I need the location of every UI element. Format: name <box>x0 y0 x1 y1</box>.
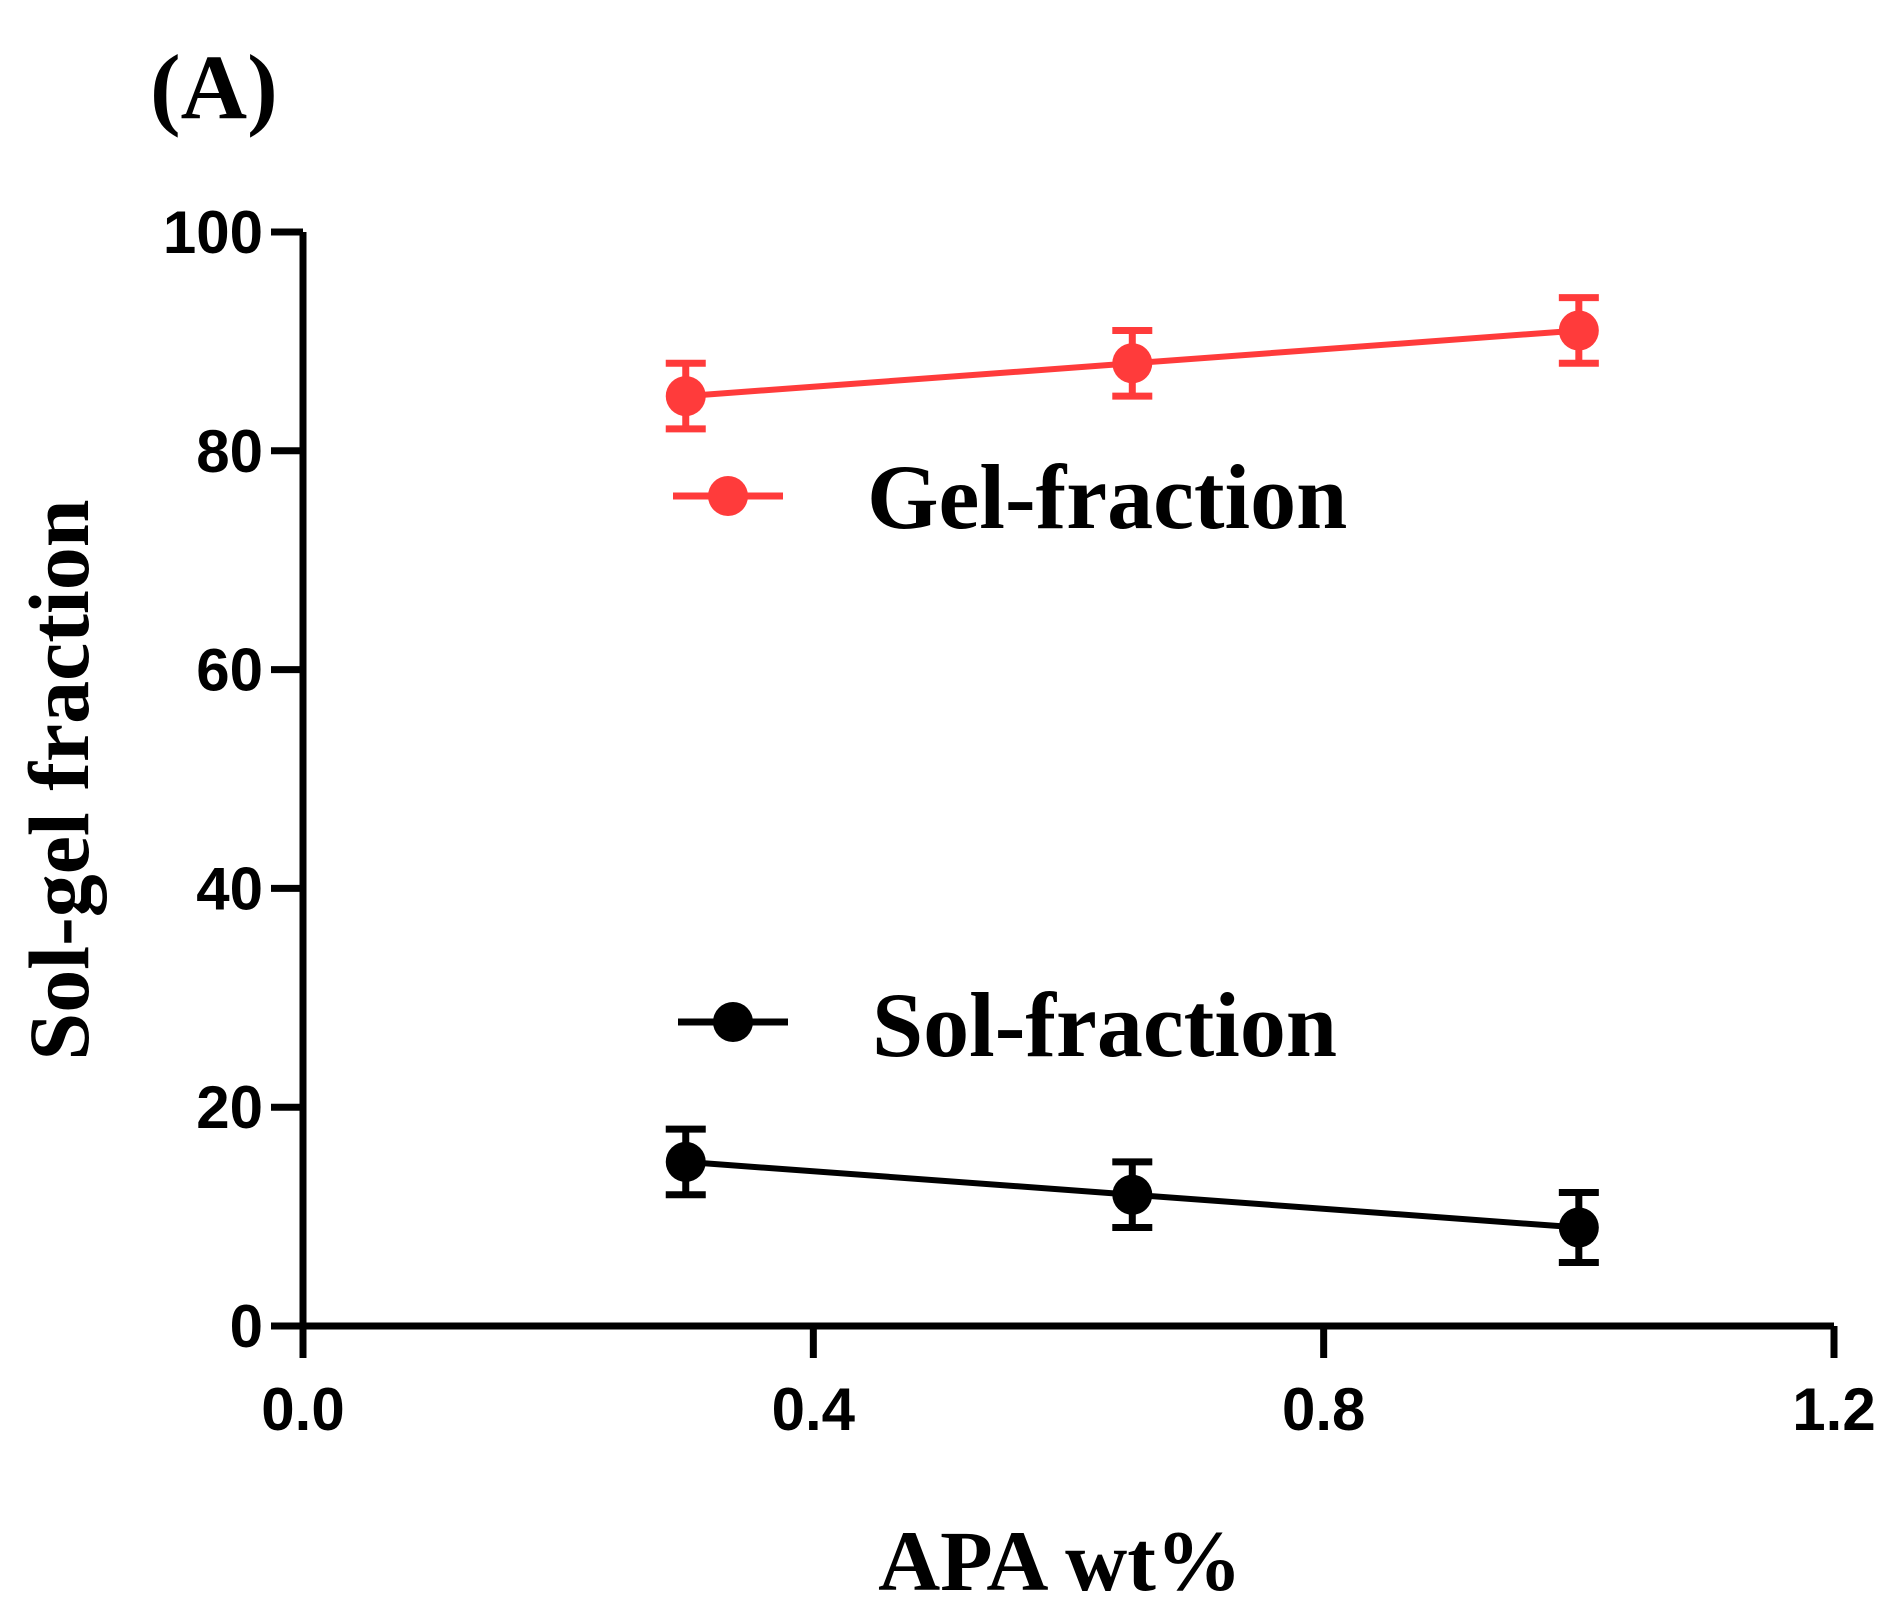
series-gel-fraction <box>665 294 1599 433</box>
series-sol-fraction <box>665 1125 1599 1267</box>
panel-label: (A) <box>150 36 278 138</box>
legend-item-sol-fraction: Sol-fraction <box>678 974 1337 1076</box>
x-axis-label: APA wt% <box>878 1513 1242 1608</box>
data-point-sol-fraction-2 <box>1558 1207 1599 1248</box>
series-layer <box>665 294 1599 1267</box>
data-point-sol-fraction-1 <box>1112 1174 1153 1215</box>
data-point-gel-fraction-1 <box>1112 343 1153 384</box>
legend-gel-label: Gel-fraction <box>867 446 1347 548</box>
y-tick-label-80: 80 <box>196 418 263 485</box>
legend-sol-label: Sol-fraction <box>872 974 1337 1076</box>
legend-gel-marker <box>708 476 748 516</box>
data-point-gel-fraction-2 <box>1558 310 1599 351</box>
y-tick-label-20: 20 <box>196 1074 263 1141</box>
legend-sol-marker <box>713 1002 753 1042</box>
y-tick-label-100: 100 <box>163 199 263 266</box>
x-ticks: 0.0 0.4 0.8 1.2 <box>261 1326 1876 1443</box>
legend: Gel-fraction Sol-fraction <box>673 446 1347 1076</box>
y-tick-label-40: 40 <box>196 855 263 922</box>
legend-item-gel-fraction: Gel-fraction <box>673 446 1347 548</box>
x-tick-label-0-4: 0.4 <box>772 1376 856 1443</box>
y-ticks: 0 20 40 60 80 100 <box>163 199 303 1360</box>
y-axis-label: Sol-gel fraction <box>11 499 107 1060</box>
axes <box>299 232 1834 1330</box>
y-tick-label-0: 0 <box>230 1293 263 1360</box>
x-tick-label-1-2: 1.2 <box>1792 1376 1875 1443</box>
y-tick-label-60: 60 <box>196 637 263 704</box>
x-tick-label-0: 0.0 <box>261 1376 344 1443</box>
x-tick-label-0-8: 0.8 <box>1282 1376 1365 1443</box>
data-point-sol-fraction-0 <box>665 1141 706 1182</box>
data-point-gel-fraction-0 <box>665 376 706 417</box>
